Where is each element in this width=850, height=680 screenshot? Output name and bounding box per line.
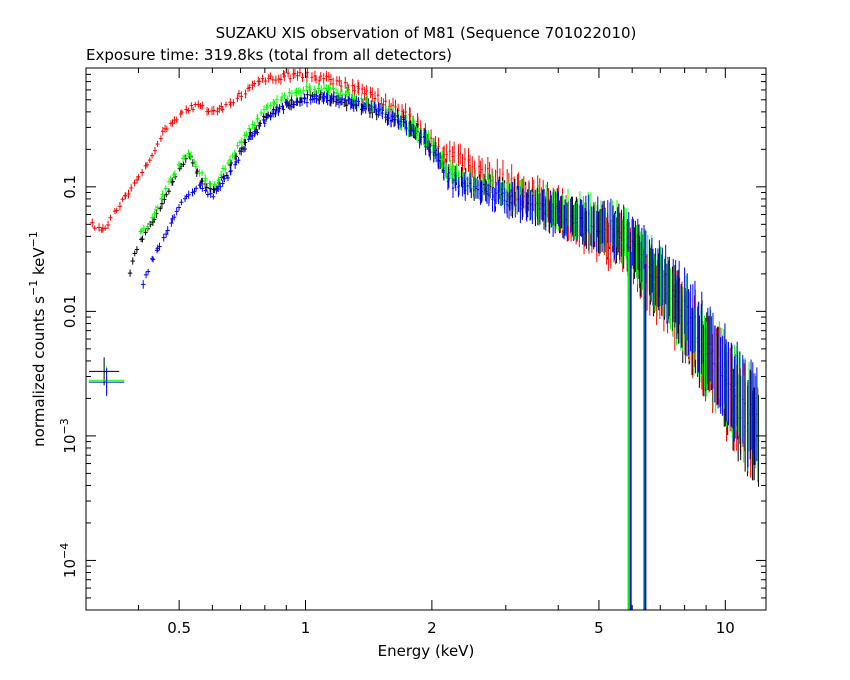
x-tick-label: 2 bbox=[427, 619, 437, 637]
x-axis-label: Energy (keV) bbox=[378, 642, 475, 660]
y-tick-label: 0.01 bbox=[61, 295, 79, 328]
series-1 bbox=[127, 90, 760, 487]
chart-title: SUZAKU XIS observation of M81 (Sequence … bbox=[216, 24, 637, 42]
chart-subtitle: Exposure time: 319.8ks (total from all d… bbox=[86, 46, 452, 64]
data-marks bbox=[89, 68, 760, 610]
y-axis-label: normalized counts s−1 keV−1 bbox=[27, 231, 48, 447]
x-tick-label: 5 bbox=[594, 619, 604, 637]
x-tick-label: 1 bbox=[301, 619, 311, 637]
y-tick-label: 0.1 bbox=[61, 175, 79, 199]
series-3 bbox=[141, 91, 758, 468]
y-tick-label: 10−3 bbox=[58, 418, 79, 453]
x-tick-label: 10 bbox=[716, 619, 735, 637]
y-tick-label: 10−4 bbox=[58, 543, 79, 578]
axis-ticks bbox=[85, 67, 766, 611]
x-tick-label: 0.5 bbox=[167, 619, 191, 637]
tick-labels: 0.5 1 2 5 10 0.1 0.01 10−3 10−4 bbox=[58, 175, 735, 637]
